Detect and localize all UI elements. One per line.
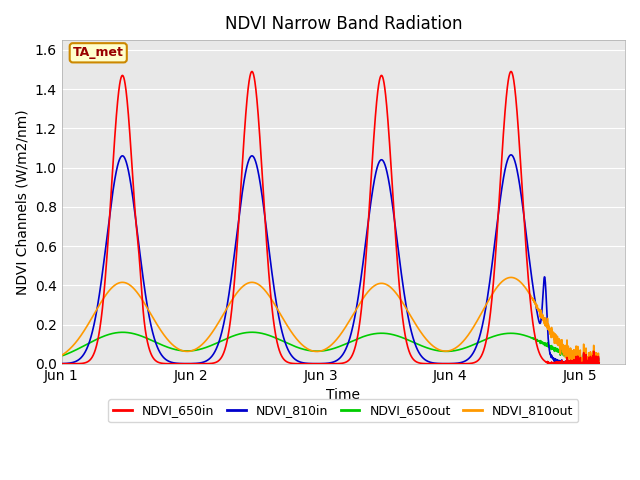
Legend: NDVI_650in, NDVI_810in, NDVI_650out, NDVI_810out: NDVI_650in, NDVI_810in, NDVI_650out, NDV… [108, 399, 579, 422]
Text: TA_met: TA_met [73, 46, 124, 60]
Title: NDVI Narrow Band Radiation: NDVI Narrow Band Radiation [225, 15, 462, 33]
Y-axis label: NDVI Channels (W/m2/nm): NDVI Channels (W/m2/nm) [15, 109, 29, 295]
X-axis label: Time: Time [326, 388, 360, 402]
